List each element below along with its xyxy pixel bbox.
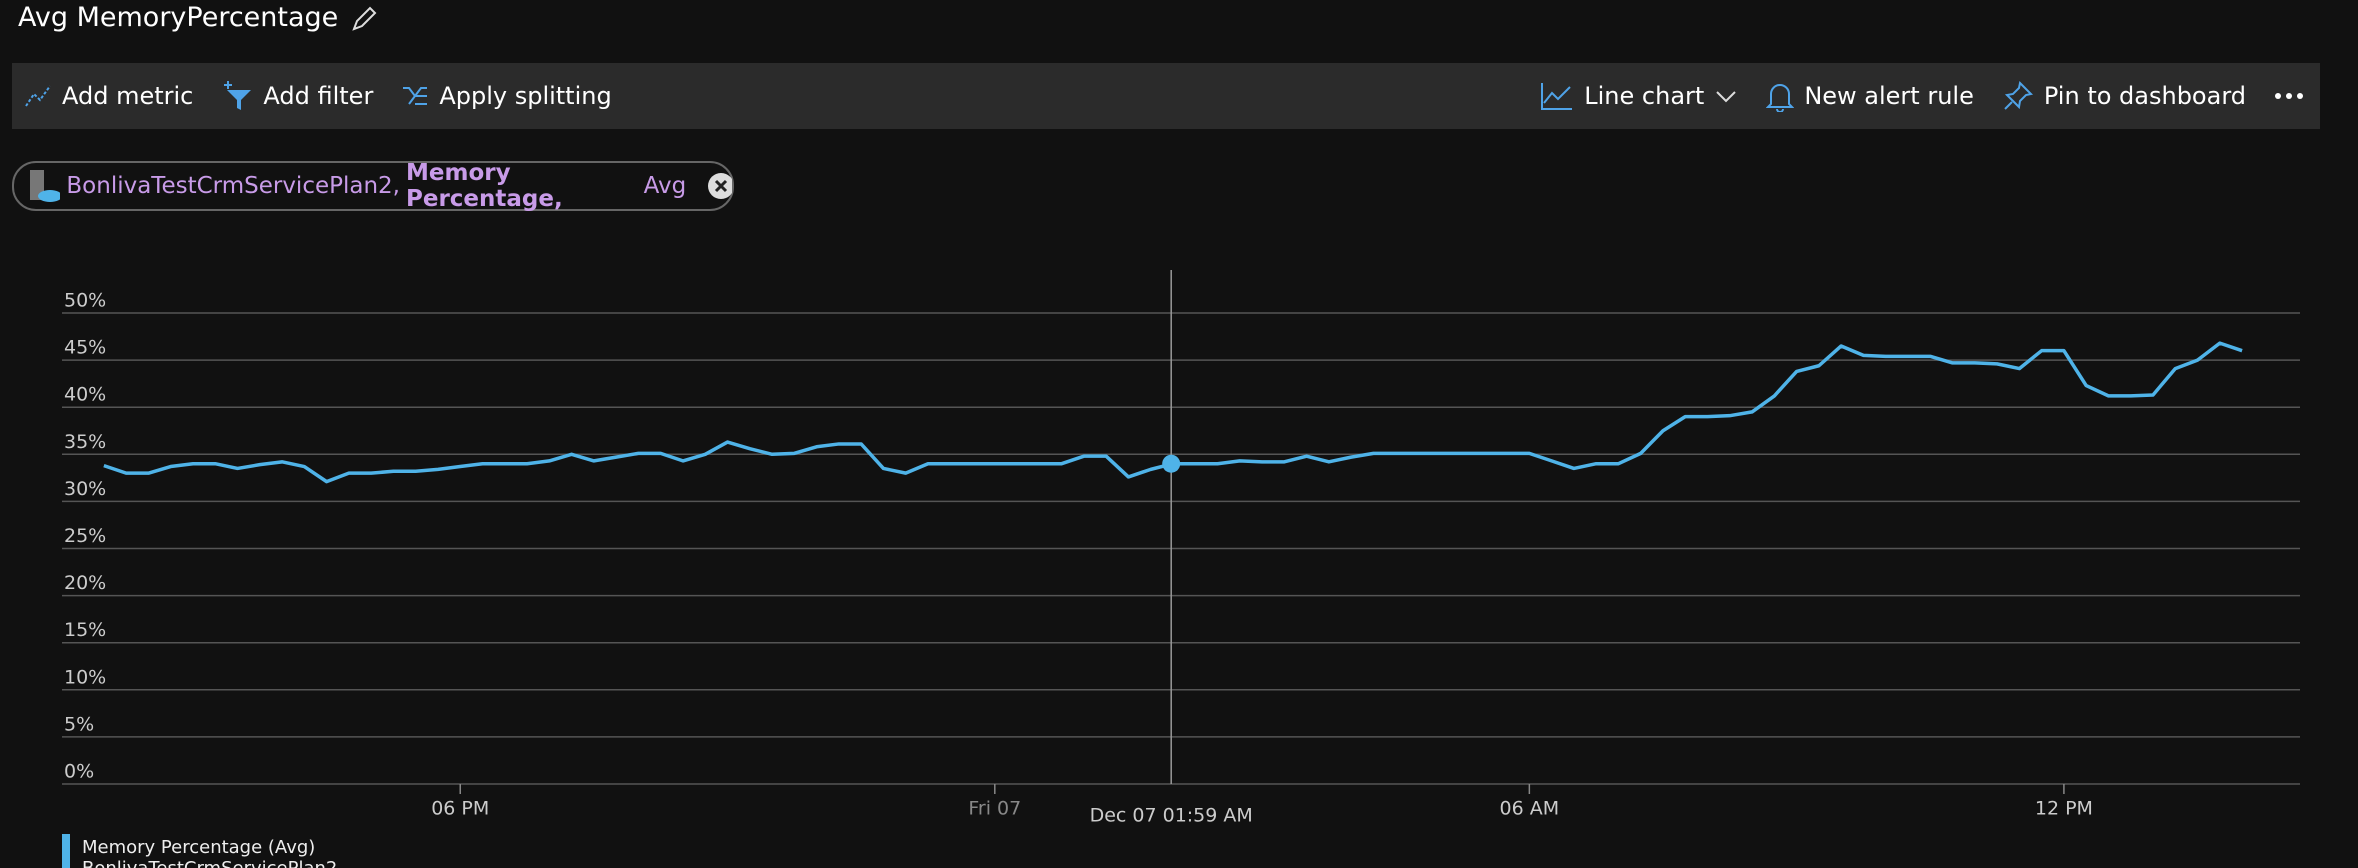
more[interactable] xyxy=(2274,91,2304,101)
chip-resource: BonlivaTestCrmServicePlan2, xyxy=(66,173,400,199)
header: Avg MemoryPercentage xyxy=(18,2,380,33)
chevron xyxy=(1716,91,1737,103)
legend-label: Memory Percentage (Avg) xyxy=(82,837,315,858)
metric-chip[interactable]: BonlivaTestCrmServicePlan2, Memory Perce… xyxy=(12,160,734,212)
toolbar-left: Add metric Add filter Apply splitting xyxy=(12,80,628,112)
y-tick-label: 40% xyxy=(64,384,106,406)
x-tick-label: 06 PM xyxy=(431,798,489,820)
y-tick-label: 10% xyxy=(64,666,106,688)
icon xyxy=(2004,80,2033,110)
cursor-label: Dec 07 01:59 AM xyxy=(1090,805,1253,827)
label: New alert rule xyxy=(1804,82,1974,110)
y-tick-label: 50% xyxy=(64,290,106,312)
cursor-point xyxy=(1162,454,1181,473)
icon xyxy=(1541,83,1573,110)
remove-button[interactable] xyxy=(706,171,732,201)
label: Pin to dashboard xyxy=(2043,82,2246,110)
page-title: Avg MemoryPercentage xyxy=(18,2,339,33)
pin-to-dashboard[interactable]: Pin to dashboard xyxy=(2002,80,2246,112)
edit-icon[interactable] xyxy=(350,3,380,33)
label: Apply splitting xyxy=(439,82,612,110)
label: Line chart xyxy=(1584,82,1705,110)
y-tick-label: 5% xyxy=(64,713,94,735)
icon xyxy=(1766,84,1795,112)
icon xyxy=(403,87,428,105)
x-tick-label: 12 PM xyxy=(2035,798,2093,820)
new-alert-rule[interactable]: New alert rule xyxy=(1766,80,1974,112)
chip-aggregation: Avg xyxy=(643,173,687,199)
legend-swatch xyxy=(62,834,70,868)
toolbar: Add metric Add filter Apply splitting Li… xyxy=(12,63,2320,129)
chip-metric: Memory Percentage, xyxy=(406,160,563,212)
apply-splitting[interactable]: Apply splitting xyxy=(401,82,612,110)
y-tick-label: 45% xyxy=(64,337,106,359)
label: Add metric xyxy=(62,82,194,110)
add-filter[interactable]: Add filter xyxy=(221,80,373,112)
icon xyxy=(25,85,51,107)
resource-icon xyxy=(30,170,61,202)
y-tick-label: 0% xyxy=(64,761,94,783)
y-tick-label: 20% xyxy=(64,572,106,594)
legend-resource: BonlivaTestCrmServicePlan2 xyxy=(82,858,337,868)
y-tick-label: 30% xyxy=(64,478,106,500)
chart-type[interactable]: Line chart xyxy=(1540,81,1738,111)
label: Add filter xyxy=(263,82,374,110)
toolbar-right: Line chart New alert rule Pin to dashboa… xyxy=(1528,80,2320,112)
icon xyxy=(2275,93,2303,99)
x-tick-label: Fri 07 xyxy=(968,798,1021,820)
y-tick-label: 25% xyxy=(64,525,106,547)
y-tick-label: 15% xyxy=(64,619,106,641)
x-tick-label: 06 AM xyxy=(1500,798,1560,820)
icon xyxy=(224,81,252,110)
y-tick-label: 35% xyxy=(64,431,106,453)
add-metric[interactable]: Add metric xyxy=(24,82,193,110)
